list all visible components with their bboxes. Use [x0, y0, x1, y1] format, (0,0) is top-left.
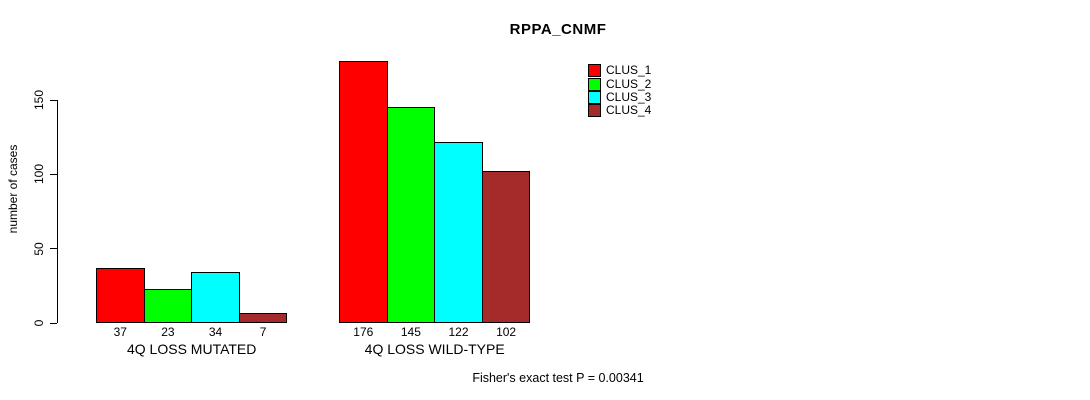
y-axis-tick: [50, 322, 57, 324]
bar-value-label: 145: [400, 325, 421, 339]
y-axis-label: number of cases: [6, 144, 20, 234]
chart-title: RPPA_CNMF: [509, 21, 607, 38]
legend-label: CLUS_3: [606, 89, 652, 104]
y-axis-tick: [50, 248, 57, 250]
legend-item-clus_3: CLUS_3: [588, 89, 652, 104]
y-axis-tick: [50, 99, 57, 101]
bar-value-label: 37: [113, 325, 127, 339]
bar-clus_4-group1: [238, 312, 288, 323]
bar-value-label: 23: [161, 325, 175, 339]
bar-clus_2-group2: [386, 107, 436, 323]
bar-clus_4-group2: [481, 171, 531, 323]
y-axis-tick-label: 100: [32, 164, 46, 185]
y-axis-tick-label: 0: [32, 319, 46, 327]
legend-label: CLUS_1: [606, 63, 652, 78]
bar-value-label: 7: [259, 325, 267, 339]
bar-clus_2-group1: [143, 288, 193, 323]
legend-swatch-clus_4: [588, 104, 601, 118]
y-axis-line: [57, 100, 58, 323]
legend-swatch-clus_3: [588, 90, 601, 104]
category-label: 4Q LOSS MUTATED: [126, 341, 257, 357]
legend-swatch-clus_1: [588, 64, 601, 78]
bar-value-label: 176: [353, 325, 374, 339]
y-axis-tick: [50, 173, 57, 175]
legend-label: CLUS_4: [606, 103, 652, 118]
legend-label: CLUS_2: [606, 76, 652, 91]
bar-clus_3-group2: [434, 141, 483, 323]
annotation-text: Fisher's exact test P = 0.00341: [472, 371, 644, 385]
bar-value-label: 34: [208, 325, 223, 339]
category-label: 4Q LOSS WILD-TYPE: [364, 341, 505, 357]
legend-swatch-clus_2: [588, 77, 601, 91]
legend-item-clus_1: CLUS_1: [588, 63, 652, 78]
legend-item-clus_2: CLUS_2: [588, 76, 652, 91]
bar-clus_1-group2: [339, 61, 388, 323]
bar-clus_1-group1: [96, 267, 145, 323]
bar-clus_3-group1: [191, 272, 240, 323]
bar-value-label: 102: [496, 325, 517, 339]
y-axis-tick-label: 50: [32, 241, 46, 256]
bar-value-label: 122: [448, 325, 469, 339]
legend: CLUS_1 CLUS_2 CLUS_3 CLUS_4: [588, 64, 651, 118]
y-axis-tick-label: 150: [32, 89, 46, 111]
legend-item-clus_4: CLUS_4: [588, 103, 652, 118]
